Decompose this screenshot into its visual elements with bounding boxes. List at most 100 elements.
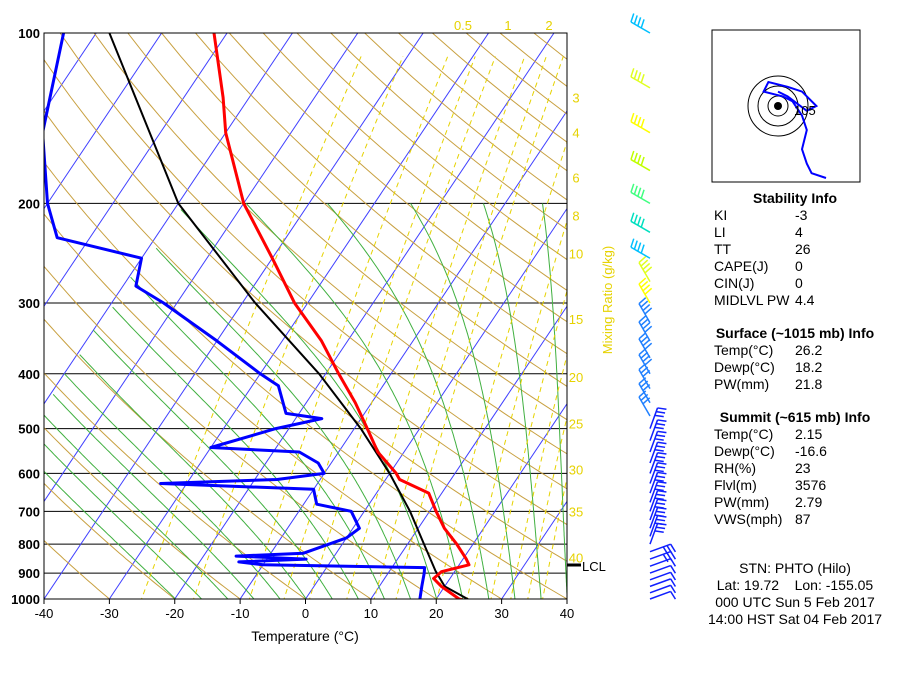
wind-barb-flag — [642, 339, 651, 347]
y-tick-label: 400 — [18, 367, 40, 382]
wind-barb-flag — [637, 116, 642, 126]
stability-label: LI — [714, 224, 726, 240]
wind-barb-flag — [657, 498, 667, 502]
moist-adiabat-line — [52, 394, 255, 599]
wind-barb-flag — [633, 185, 638, 195]
summit-value: 23 — [795, 460, 811, 476]
wind-barb-flag — [638, 277, 647, 285]
wind-barb-flag — [644, 307, 653, 315]
dry-adiabat-line — [44, 265, 438, 599]
summit-label: VWS(mph) — [714, 511, 783, 527]
wind-barb-flag — [656, 484, 666, 488]
wind-barb-flag — [640, 19, 645, 29]
mixing-ratio-side-label: 20 — [569, 370, 583, 385]
hodograph-label: 105 — [794, 103, 816, 118]
wind-barb-flag — [654, 514, 664, 518]
mixing-ratio-line — [373, 56, 547, 599]
mixing-ratio-side-label: 4 — [572, 126, 579, 141]
x-tick-label: -30 — [100, 606, 119, 621]
summit-row: VWS(mph) 87 — [690, 511, 900, 528]
mixing-ratio-line — [527, 415, 567, 599]
wind-barbs — [630, 13, 677, 600]
wind-barb-flag — [670, 571, 677, 581]
isotherm-line — [174, 33, 555, 599]
surface-value: 26.2 — [795, 342, 823, 358]
wind-barb-flag — [662, 546, 669, 555]
mixing-ratio-top-label: 2 — [545, 18, 552, 33]
moist-adiabat-line — [44, 443, 203, 599]
wind-barb-flag — [657, 430, 667, 434]
surface-row: Dewp(°C) 18.2 — [690, 359, 900, 376]
dry-adiabat-line — [44, 58, 567, 526]
wind-barb-flag — [662, 553, 669, 563]
wind-barb-flag — [656, 475, 666, 479]
y-tick-label: 1000 — [11, 592, 40, 607]
moist-adiabat-line — [542, 203, 567, 599]
summit-label: Dewp(°C) — [714, 443, 775, 459]
station-utc-time: 000 UTC Sun 5 Feb 2017 — [715, 594, 875, 610]
x-axis-title: Temperature (°C) — [251, 628, 359, 644]
wind-barb-flag — [644, 342, 653, 350]
wind-barb-flag — [657, 462, 667, 465]
surface-title: Surface (~1015 mb) Info — [715, 325, 875, 341]
dry-adiabat-line — [44, 161, 567, 599]
station-info: STN: PHTO (Hilo) Lat: 19.72 Lon: -155.05… — [690, 560, 900, 628]
x-tick-label: -10 — [231, 606, 250, 621]
dry-adiabat-line — [59, 33, 567, 490]
mixing-ratio-line — [542, 475, 567, 599]
wind-barb-flag — [640, 244, 645, 254]
stability-row: CAPE(J) 0 — [690, 258, 900, 275]
isotherm-line — [304, 207, 567, 599]
wind-barb-flag — [670, 591, 677, 600]
station-name: STN: PHTO (Hilo) — [739, 560, 851, 576]
wind-barb-flag — [656, 422, 666, 426]
moist-adiabat-line — [130, 276, 386, 599]
moist-adiabat-line — [93, 329, 333, 599]
y-tick-label: 300 — [18, 296, 40, 311]
wind-barb-flag — [630, 212, 635, 222]
isotherm-line — [44, 33, 294, 405]
mixing-ratio-side-label: 10 — [569, 246, 583, 261]
wind-barb-shaft — [649, 590, 671, 600]
wind-barb-flag — [670, 578, 677, 587]
dry-adiabat-line — [44, 109, 567, 562]
y-tick-label: 100 — [18, 26, 40, 41]
moist-adiabat-line — [112, 306, 359, 599]
mixing-ratio-side-label: 8 — [572, 208, 579, 223]
hodograph-ring — [747, 75, 809, 137]
wind-barb-flag — [637, 17, 642, 27]
stability-value: 4.4 — [795, 292, 815, 308]
x-tick-label: 20 — [429, 606, 443, 621]
mixing-ratio-line — [510, 353, 567, 599]
isotherm-line — [44, 33, 228, 308]
mixing-ratio-side-label: 3 — [572, 90, 579, 105]
wind-barb-flag — [656, 510, 666, 514]
x-tick-label: 0 — [302, 606, 309, 621]
wind-barb-flag — [666, 545, 673, 554]
wind-barb-flag — [654, 469, 664, 473]
wind-barb-flag — [642, 262, 651, 271]
mixing-ratio-line — [309, 56, 496, 599]
surface-value: 21.8 — [795, 376, 823, 392]
wind-barb-flag — [630, 183, 635, 193]
summit-label: Temp(°C) — [714, 426, 774, 442]
x-tick-label: -20 — [165, 606, 184, 621]
dry-adiabat-line — [228, 33, 567, 323]
wind-barb-flag — [640, 280, 649, 288]
surface-label: Temp(°C) — [714, 342, 774, 358]
wind-barb-flag — [637, 187, 642, 197]
wind-barb-flag — [633, 214, 638, 224]
surface-row: PW(mm) 21.8 — [690, 376, 900, 393]
surface-label: Dewp(°C) — [714, 359, 775, 375]
wind-barb-flag — [633, 15, 638, 25]
wind-barb-flag — [633, 240, 638, 250]
moist-adiabat-line — [327, 203, 490, 599]
wind-barb-flag — [640, 218, 645, 228]
isotherm-line — [0, 20, 39, 611]
station-hst-time: 14:00 HST Sat 04 Feb 2017 — [707, 611, 883, 627]
stability-row: LI 4 — [690, 224, 900, 241]
hodograph-ring — [757, 85, 799, 127]
summit-label: PW(mm) — [714, 494, 770, 510]
mixing-ratio-line — [346, 56, 526, 599]
